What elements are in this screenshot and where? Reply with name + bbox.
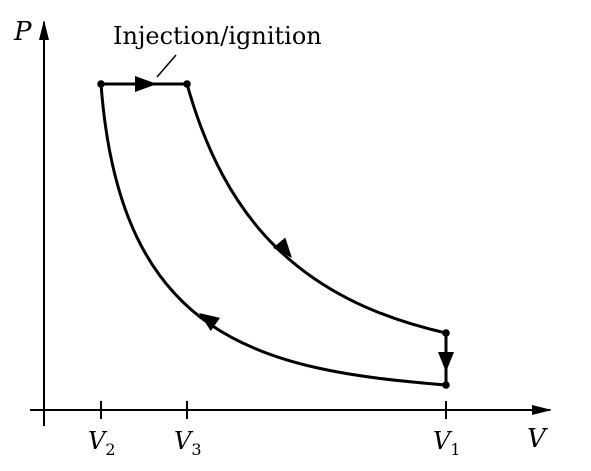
- y-axis-label: P: [13, 17, 32, 47]
- direction-arrows: [135, 76, 454, 372]
- point-v1-lower: [442, 381, 450, 389]
- cycle: [99, 82, 448, 387]
- tick-label-v2: V2: [88, 427, 116, 459]
- annotation-label: Injection/ignition: [113, 22, 322, 50]
- state-points: [97, 80, 450, 389]
- annotation-leader: [156, 54, 177, 78]
- axes: [30, 20, 552, 426]
- x-axis-label: V: [527, 424, 548, 454]
- tick-label-v1: V1: [433, 427, 461, 459]
- point-v2-top: [97, 80, 105, 88]
- ticks: [100, 401, 447, 419]
- arrowhead-exhaust: [438, 352, 454, 372]
- point-v3-top: [183, 80, 191, 88]
- arrowhead-injection: [135, 76, 157, 92]
- arrowhead-expansion: [273, 237, 292, 258]
- compression-path: [99, 82, 448, 387]
- arrowhead-compression: [199, 313, 220, 332]
- tick-label-v3: V3: [174, 427, 202, 459]
- point-v1-upper: [442, 329, 450, 337]
- expansion-path: [185, 82, 448, 335]
